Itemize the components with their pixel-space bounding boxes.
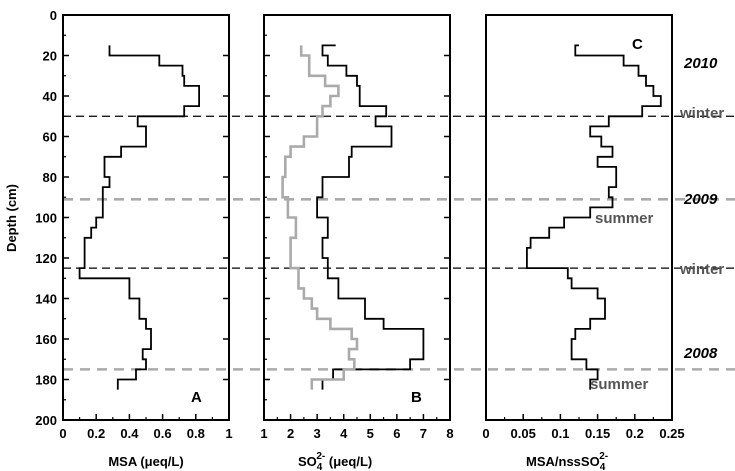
panel-a-frame <box>62 14 230 421</box>
panel-a-y-ticks: 0 20 40 60 80 100 120 140 160 180 200 <box>35 8 229 428</box>
series-line-1 <box>78 45 201 390</box>
y-tick-label: 180 <box>35 373 57 388</box>
season-label-summer-2: summer <box>590 376 649 393</box>
x-tick-label: 0.05 <box>511 426 536 441</box>
season-label-winter-1: winter <box>679 105 724 122</box>
series-line-2 <box>281 45 359 390</box>
series-line-1 <box>526 44 662 390</box>
panel-b-x-label-sup: 2- <box>316 451 325 462</box>
y-tick-label: 0 <box>50 8 57 23</box>
panel-c-x-label-main: MSA/nssSO <box>526 454 600 469</box>
x-tick-label: 2 <box>287 426 294 441</box>
x-tick-label: 0 <box>482 426 489 441</box>
x-tick-label: 0.8 <box>187 426 205 441</box>
panel-c-x-label-sup: 2- <box>599 451 608 462</box>
panel-a: 0 20 40 60 80 100 120 140 160 180 200 0 0.2 0.4 0.6 0.… <box>4 8 233 469</box>
y-tick-label: 20 <box>43 49 57 64</box>
panel-b-x-ticks: 1 2 3 4 5 6 7 8 <box>260 414 454 441</box>
y-tick-label: 100 <box>35 211 57 226</box>
x-tick-label: 0.2 <box>87 426 105 441</box>
panel-b-x-label: SO42- (μeq/L) <box>298 451 372 471</box>
y-tick-label: 120 <box>35 251 57 266</box>
year-label-2010: 2010 <box>683 55 718 72</box>
x-tick-label: 0.2 <box>626 426 644 441</box>
y-tick-label: 40 <box>43 89 57 104</box>
panel-b-frame <box>263 14 451 421</box>
x-tick-label: 0.15 <box>585 426 610 441</box>
x-tick-label: 3 <box>314 426 321 441</box>
panel-b-x-label-unit: (μeq/L) <box>325 454 372 469</box>
panel-a-x-label: MSA (μeq/L) <box>108 454 183 469</box>
panel-c-frame <box>485 14 673 421</box>
x-tick-label: 6 <box>393 426 400 441</box>
year-label-2008: 2008 <box>683 345 718 362</box>
panel-c-x-ticks: 0 0.05 0.1 0.15 0.2 0.25 <box>482 414 685 441</box>
panel-c: 0 0.05 0.1 0.15 0.2 0.25 C MSA/nssSO42- <box>482 14 685 471</box>
x-tick-label: 0.4 <box>120 426 139 441</box>
x-tick-label: 0.6 <box>154 426 172 441</box>
year-label-2009: 2009 <box>683 191 718 208</box>
panel-c-label: C <box>632 36 643 53</box>
series-line-1 <box>316 44 425 390</box>
x-tick-label: 5 <box>367 426 374 441</box>
y-tick-label: 140 <box>35 292 57 307</box>
panel-c-series <box>526 44 662 390</box>
panel-c-x-label: MSA/nssSO42- <box>526 451 608 471</box>
season-label-summer-1: summer <box>595 210 654 227</box>
y-tick-label: 200 <box>35 413 57 428</box>
panel-a-x-ticks: 0 0.2 0.4 0.6 0.8 1 <box>59 414 233 441</box>
x-tick-label: 4 <box>340 426 348 441</box>
x-tick-label: 7 <box>420 426 427 441</box>
panel-b-label: B <box>411 389 422 406</box>
season-label-winter-2: winter <box>679 261 724 278</box>
panel-a-series <box>78 45 201 390</box>
x-tick-label: 8 <box>446 426 453 441</box>
x-tick-label: 1 <box>225 426 232 441</box>
y-tick-label: 60 <box>43 130 57 145</box>
x-tick-label: 0.1 <box>551 426 569 441</box>
x-tick-label: 1 <box>260 426 267 441</box>
x-tick-label: 0.25 <box>659 426 684 441</box>
x-tick-label: 0 <box>59 426 66 441</box>
reference-lines <box>63 115 735 371</box>
y-tick-label: 80 <box>43 170 57 185</box>
panel-a-label: A <box>191 389 202 406</box>
y-tick-label: 160 <box>35 332 57 347</box>
panel-b-x-label-sub: 4 <box>317 462 323 471</box>
y-axis-label: Depth (cm) <box>4 184 19 252</box>
panel-b-series <box>281 44 425 390</box>
panel-c-x-label-sub: 4 <box>600 462 606 471</box>
panel-b-x-label-main: SO <box>298 454 317 469</box>
